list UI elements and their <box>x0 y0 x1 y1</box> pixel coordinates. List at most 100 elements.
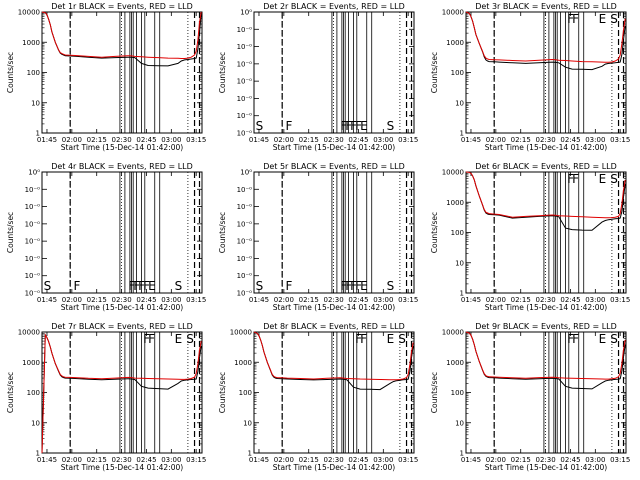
flag-letter: S <box>610 332 618 346</box>
flag-letter: F <box>350 279 357 293</box>
x-tick-label: 03:00 <box>585 296 605 304</box>
plot-frame <box>41 171 203 294</box>
y-tick-label: 1000 <box>22 39 40 47</box>
chart-title: Det 5r BLACK = Events, RED = LLD <box>263 162 405 171</box>
y-tick-label: 10⁻⁰ <box>25 238 41 246</box>
flag-letter: F <box>572 12 579 26</box>
y-axis-label: Counts/sec <box>218 52 227 93</box>
flag-letter: F <box>345 279 352 293</box>
flag-letter: F <box>133 279 140 293</box>
y-tick-label: 10⁻⁰ <box>237 60 253 68</box>
flag-letter: E <box>599 172 607 186</box>
y-tick-label: 10 <box>31 99 40 107</box>
y-tick-label: 10⁻⁰ <box>25 186 41 194</box>
x-tick-label: 02:45 <box>560 136 580 144</box>
flag-letter: E <box>360 279 368 293</box>
plot-frame <box>253 11 415 134</box>
x-tick-label: 02:15 <box>87 456 107 464</box>
flag-letter: F <box>355 332 362 346</box>
y-tick-label: 10⁻⁰ <box>237 130 253 138</box>
flag-letter: F <box>350 119 357 133</box>
x-axis-label: Start Time (15-Dec-14 01:42:00) <box>273 463 395 472</box>
x-tick-label: 03:00 <box>161 296 181 304</box>
y-tick-label: 10⁻⁰ <box>237 112 253 120</box>
series-lld-line <box>41 333 202 454</box>
y-axis-label: Counts/sec <box>6 52 15 93</box>
x-axis-label: Start Time (15-Dec-14 01:42:00) <box>273 303 395 312</box>
x-tick-label: 02:30 <box>535 296 555 304</box>
y-tick-label: 10000 <box>442 329 464 337</box>
y-tick-label: 10⁰ <box>240 169 252 177</box>
flag-letter: F <box>360 332 367 346</box>
chart-panel-7: Det 7r BLACK = Events, RED = LLD 01:45 02:… <box>6 322 206 472</box>
flag-letter: F <box>128 279 135 293</box>
y-tick-label: 10000 <box>18 329 40 337</box>
y-tick-label: 10 <box>31 419 40 427</box>
flag-letter: S <box>44 279 52 293</box>
y-tick-label: 1000 <box>22 359 40 367</box>
x-tick-label: 02:45 <box>348 136 368 144</box>
y-tick-label: 10⁻⁰ <box>237 26 253 34</box>
x-tick-label: 03:15 <box>186 296 206 304</box>
chart-panel-1: Det 1r BLACK = Events, RED = LLD 01:45 02:… <box>6 2 206 152</box>
x-tick-label: 02:00 <box>62 296 82 304</box>
y-tick-label: 100 <box>451 229 464 237</box>
y-tick-label: 10 <box>455 99 464 107</box>
chart-title: Det 3r BLACK = Events, RED = LLD <box>475 2 617 11</box>
plot-frame <box>465 11 627 134</box>
chart-title: Det 6r BLACK = Events, RED = LLD <box>475 162 617 171</box>
series-lld-line <box>41 11 202 59</box>
y-tick-label: 1000 <box>446 39 464 47</box>
y-tick-label: 100 <box>451 389 464 397</box>
flag-letter: E <box>599 12 607 26</box>
y-tick-label: 10⁻⁰ <box>237 43 253 51</box>
y-tick-label: 10⁻⁰ <box>237 95 253 103</box>
y-tick-label: 10⁻⁰ <box>237 203 253 211</box>
flag-letter: F <box>572 172 579 186</box>
y-tick-label: 10⁻⁰ <box>237 238 253 246</box>
y-axis-label: Counts/sec <box>218 212 227 253</box>
x-tick-label: 02:45 <box>348 296 368 304</box>
plot-frame <box>465 331 627 454</box>
x-tick-label: 03:15 <box>398 296 418 304</box>
series-lld-line <box>465 11 626 63</box>
x-tick-label: 03:00 <box>161 136 181 144</box>
x-tick-label: 02:30 <box>111 136 131 144</box>
x-tick-label: 02:00 <box>62 456 82 464</box>
y-tick-label: 10⁻⁰ <box>25 290 41 298</box>
flag-letter: S <box>186 332 194 346</box>
x-axis-label: Start Time (15-Dec-14 01:42:00) <box>273 143 395 152</box>
flag-letter: E <box>387 332 395 346</box>
y-tick-label: 10⁻⁰ <box>237 220 253 228</box>
x-tick-label: 02:00 <box>486 456 506 464</box>
x-tick-label: 02:45 <box>136 456 156 464</box>
flag-letter: S <box>256 119 264 133</box>
chart-panel-9: Det 9r BLACK = Events, RED = LLD 01:45 02:… <box>430 322 630 472</box>
flag-letter: E <box>360 119 368 133</box>
series-lld-line <box>253 331 414 381</box>
flag-letter: F <box>74 279 81 293</box>
y-tick-label: 10⁻⁰ <box>237 255 253 263</box>
y-axis-label: Counts/sec <box>430 212 439 253</box>
y-tick-label: 1 <box>248 450 252 458</box>
flag-letter: F <box>148 332 155 346</box>
y-tick-label: 100 <box>27 389 40 397</box>
x-tick-label: 02:15 <box>87 296 107 304</box>
y-tick-label: 1000 <box>446 359 464 367</box>
x-tick-label: 02:15 <box>299 296 319 304</box>
x-tick-label: 02:15 <box>87 136 107 144</box>
flag-letter: F <box>286 119 293 133</box>
x-tick-label: 02:45 <box>560 456 580 464</box>
x-tick-label: 02:30 <box>323 456 343 464</box>
y-tick-label: 1 <box>460 130 464 138</box>
flag-letter: S <box>387 279 395 293</box>
y-tick-label: 1 <box>460 290 464 298</box>
flag-letter: F <box>355 279 362 293</box>
y-tick-label: 10⁰ <box>240 9 252 17</box>
chart-title: Det 1r BLACK = Events, RED = LLD <box>51 2 193 11</box>
y-tick-label: 100 <box>27 69 40 77</box>
x-tick-label: 01:45 <box>461 296 481 304</box>
x-tick-label: 02:15 <box>511 296 531 304</box>
x-tick-label: 03:00 <box>373 136 393 144</box>
plot-frame <box>465 171 627 294</box>
